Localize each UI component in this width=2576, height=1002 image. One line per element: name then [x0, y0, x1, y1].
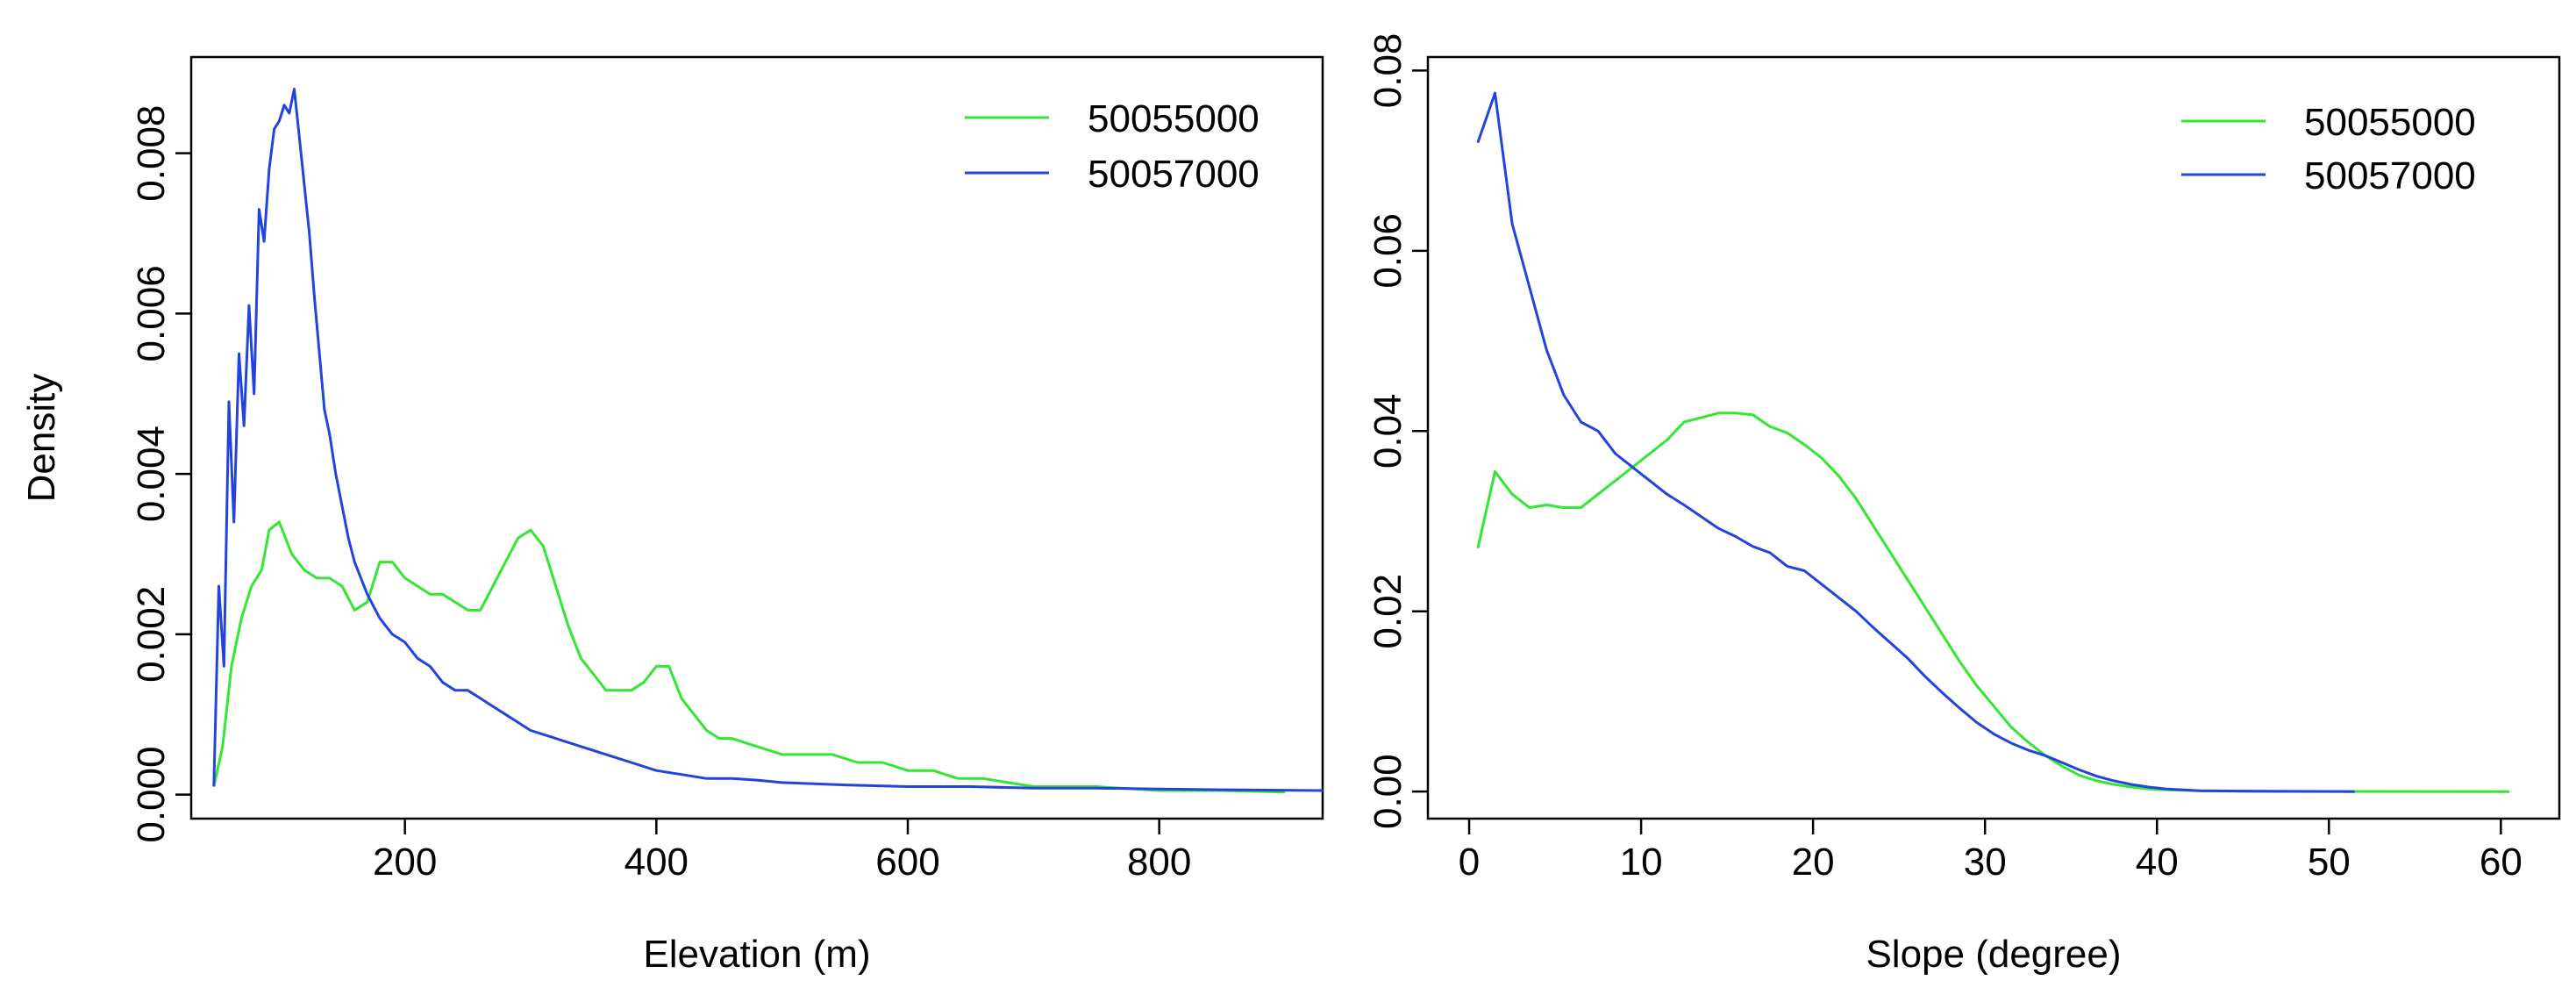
x-tick-label: 400 [624, 841, 689, 884]
y-tick-label: 0.000 [130, 747, 173, 843]
y-tick-label: 0.006 [130, 265, 173, 361]
elevation-density-panel: 200 400 600 800 0.000 0.002 0.004 0.006 0.008 E… [20, 55, 1324, 976]
x-axis-title: Slope (degree) [1866, 933, 2121, 976]
series-line-50057000 [212, 88, 1323, 792]
legend-label-50057000: 50057000 [1088, 153, 1259, 196]
series-line-50055000 [1476, 412, 2510, 793]
y-tick-label: 0.002 [130, 586, 173, 683]
x-tick-label: 50 [2308, 841, 2351, 884]
legend-label-50055000: 50055000 [2304, 101, 2476, 144]
x-axis: 200 400 600 800 [373, 819, 1191, 884]
y-axis: 0.000 0.002 0.004 0.006 0.008 [130, 105, 191, 843]
x-tick-label: 600 [875, 841, 939, 884]
series-line-50057000 [1476, 91, 2355, 793]
x-tick-label: 200 [373, 841, 437, 884]
legend-label-50055000: 50055000 [1088, 97, 1259, 140]
x-tick-label: 0 [1459, 841, 1480, 884]
y-tick-label: 0.04 [1366, 393, 1409, 469]
series-line-50055000 [212, 520, 1286, 794]
legend-label-50057000: 50057000 [2304, 154, 2476, 197]
x-tick-label: 20 [1792, 841, 1835, 884]
x-axis-title: Elevation (m) [643, 933, 870, 976]
y-tick-label: 0.02 [1366, 574, 1409, 649]
plot-frame [1426, 55, 2561, 820]
series-lines [1476, 91, 2510, 793]
y-axis-title: Density [20, 374, 63, 503]
x-tick-label: 30 [1964, 841, 2007, 884]
x-tick-label: 40 [2136, 841, 2179, 884]
x-tick-label: 60 [2480, 841, 2522, 884]
x-tick-label: 800 [1127, 841, 1191, 884]
legend: 50055000 50057000 [965, 97, 1259, 196]
legend: 50055000 50057000 [2181, 101, 2476, 197]
y-tick-label: 0.08 [1366, 33, 1409, 109]
y-tick-label: 0.004 [130, 426, 173, 522]
y-tick-label: 0.008 [130, 105, 173, 202]
x-tick-label: 10 [1620, 841, 1663, 884]
series-lines [212, 88, 1323, 794]
y-axis: 0.00 0.02 0.04 0.06 0.08 [1366, 33, 1428, 829]
slope-density-panel: 0 10 20 30 40 50 60 0.00 0.02 0.04 0.06 0.08 Slope… [1366, 33, 2561, 976]
x-axis: 0 10 20 30 40 50 60 [1459, 819, 2522, 884]
y-tick-label: 0.06 [1366, 213, 1409, 289]
y-tick-label: 0.00 [1366, 754, 1409, 829]
plot-frame [189, 55, 1324, 820]
